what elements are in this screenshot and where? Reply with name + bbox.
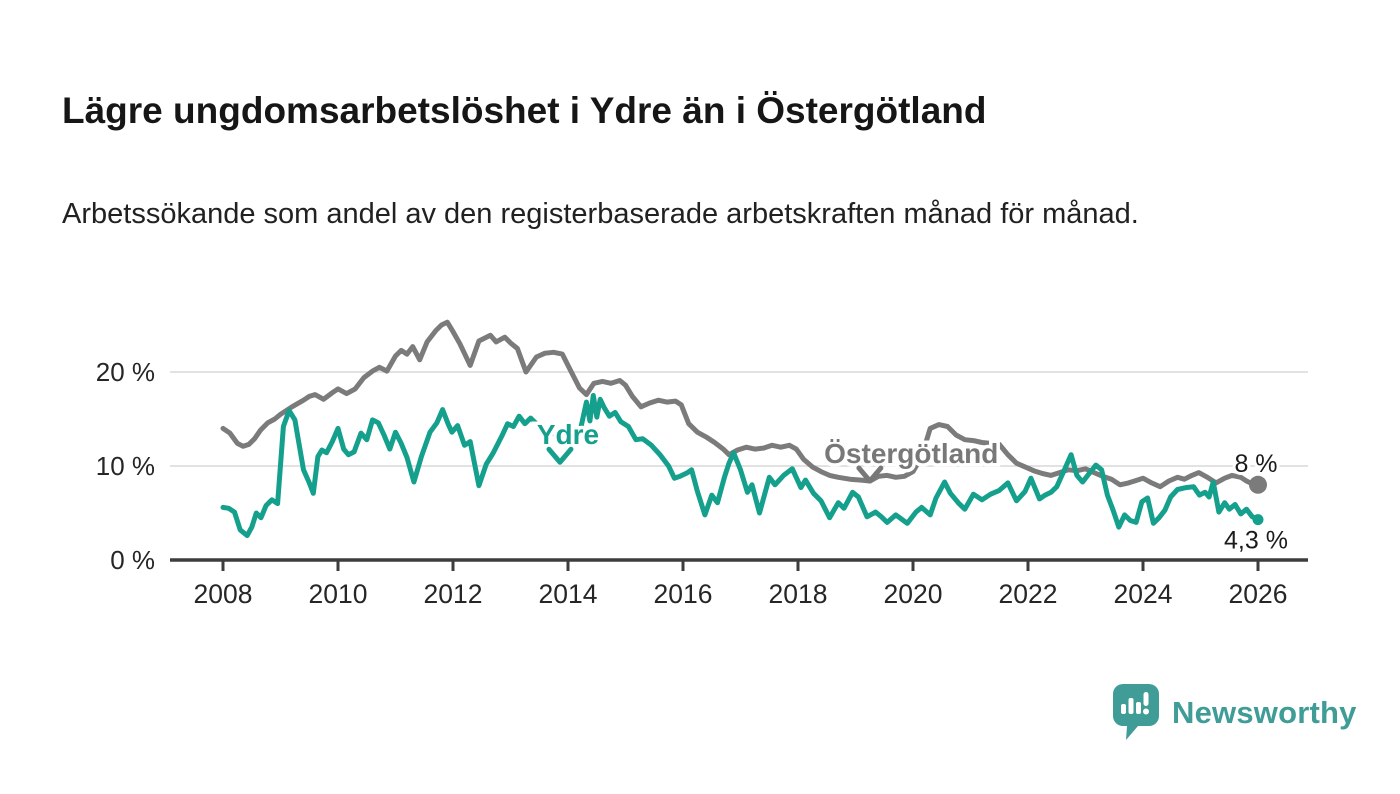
end-value-label-ydre: 4,3 %	[1224, 527, 1288, 555]
logo-exclamation-dot	[1143, 708, 1149, 715]
x-tick-label: 2026	[1229, 579, 1288, 609]
x-tick-label: 2022	[999, 579, 1058, 609]
chevron-down-icon	[856, 465, 884, 484]
x-tick-label: 2020	[884, 579, 943, 609]
y-tick-label: 0 %	[110, 545, 155, 575]
x-tick-label: 2008	[194, 579, 253, 609]
newsworthy-brand: Newsworthy	[1113, 684, 1357, 742]
end-dot-ydre	[1252, 514, 1264, 526]
x-tick-label: 2018	[769, 579, 828, 609]
end-dot-östergötland	[1249, 475, 1267, 494]
x-tick-label: 2024	[1114, 579, 1173, 609]
chart-subtitle: Arbetssökande som andel av den registerb…	[62, 198, 1139, 230]
series-label: Ydre	[537, 419, 599, 450]
page-title: Lägre ungdomsarbetslöshet i Ydre än i Ös…	[62, 89, 987, 131]
logo-exclamation-bar	[1143, 692, 1149, 706]
logo-bar-3	[1136, 702, 1141, 714]
series-line-östergötland	[220, 319, 1261, 490]
chevron-down-icon	[546, 446, 574, 465]
x-tick-label: 2010	[309, 579, 368, 609]
x-tick-label: 2016	[654, 579, 713, 609]
x-tick-label: 2012	[424, 579, 483, 609]
y-tick-label: 20 %	[96, 357, 155, 387]
series-line-ydre	[220, 393, 1261, 539]
brand-name: Newsworthy	[1172, 695, 1357, 730]
logo-bar-1	[1121, 704, 1126, 714]
x-tick-label: 2014	[539, 579, 598, 609]
y-tick-label: 10 %	[96, 451, 155, 481]
series-label: Östergötland	[824, 438, 998, 469]
end-value-label-östergötland: 8 %	[1234, 450, 1277, 478]
logo-bar-2	[1128, 698, 1134, 714]
newsworthy-logo-icon	[1113, 684, 1159, 740]
